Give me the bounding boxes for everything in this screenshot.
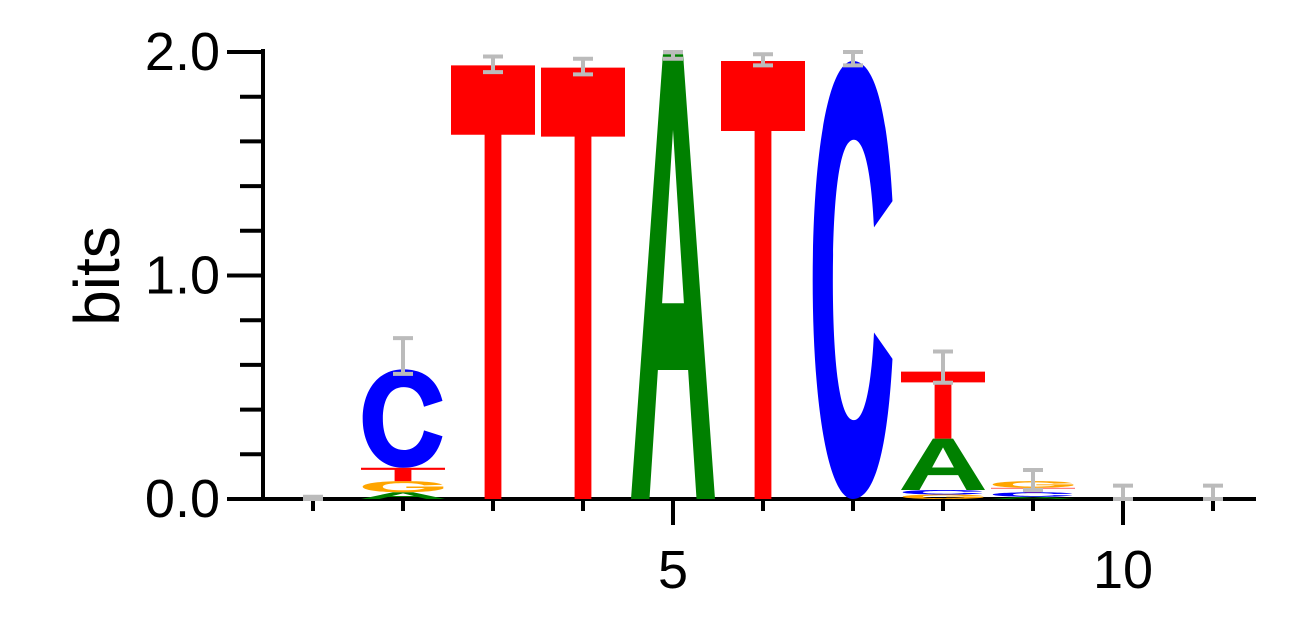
letter-c (903, 490, 983, 494)
letter-c (363, 369, 443, 467)
glyph-a (631, 54, 715, 499)
glyph-c (813, 61, 893, 499)
letter-t (721, 61, 805, 499)
glyph-g (363, 481, 444, 492)
x-tick-label: 5 (658, 540, 688, 600)
y-tick-label: 1.0 (145, 246, 220, 306)
logo-letters (361, 54, 1075, 499)
x-tick-label: 10 (1093, 540, 1153, 600)
glyph-t (361, 468, 445, 481)
glyph-t (451, 65, 535, 499)
letter-g (903, 495, 984, 499)
letter-t (361, 468, 445, 481)
y-axis-title: bits (61, 226, 133, 326)
letter-a (631, 54, 715, 499)
glyph-c (363, 369, 443, 467)
letter-a (901, 439, 985, 490)
glyph-g (903, 495, 984, 499)
y-tick-label: 2.0 (145, 22, 220, 82)
glyph-t (541, 68, 625, 499)
glyph-t (721, 61, 805, 499)
letter-t (541, 68, 625, 499)
letter-c (993, 492, 1073, 496)
y-tick-label: 0.0 (145, 469, 220, 529)
letter-c (813, 61, 893, 499)
glyph-c (993, 492, 1073, 496)
letter-g (363, 481, 444, 492)
glyph-c (903, 490, 983, 494)
letter-t (451, 65, 535, 499)
glyph-a (901, 439, 985, 490)
